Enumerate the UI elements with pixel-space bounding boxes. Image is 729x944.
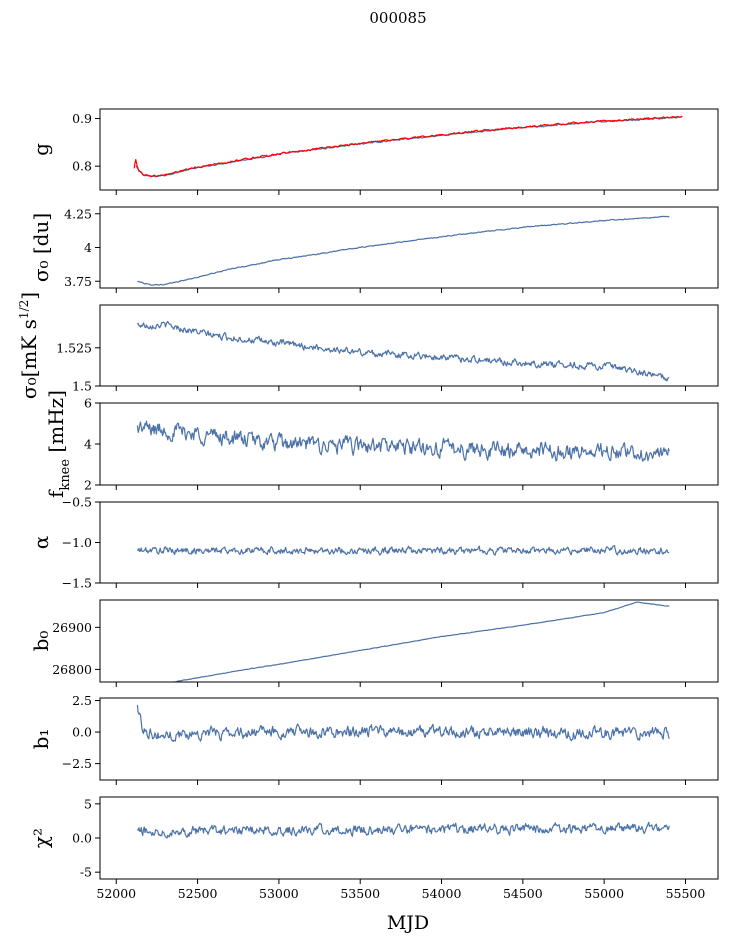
y-tick-label-sigma0-du: 4 [84, 240, 92, 255]
y-tick-label-fknee: 6 [84, 396, 92, 411]
x-tick-label: 55500 [666, 886, 706, 901]
y-tick-label-g: 0.8 [72, 159, 92, 174]
series-line-b1-0 [136, 704, 670, 743]
x-axis-label: MJD [387, 912, 429, 934]
y-axis-label-g: g [29, 143, 53, 156]
panel-alpha: −1.5 −1.0 −0.5 α [29, 495, 719, 591]
y-tick-label-g: 0.9 [72, 111, 92, 126]
y-axis-label-sigma0-du: σ₀ [du] [29, 213, 53, 282]
x-tick-label: 53500 [340, 886, 380, 901]
series-line-sigma0-du-0 [137, 215, 670, 286]
y-tick-label-alpha: −1.0 [62, 535, 92, 550]
series-line-sigma0-mk-0 [137, 320, 670, 382]
y-tick-label-sigma0-du: 4.25 [64, 206, 92, 221]
y-axis-label-b1: b₁ [29, 729, 53, 750]
panel-sigma0-du: 3.75 4 4.25 σ₀ [du] [29, 206, 719, 293]
panel-sigma0-mk: 1.5 1.525 σ₀[mK s1/2] [17, 292, 719, 399]
series-line-alpha-0 [136, 544, 670, 556]
panels: 0.8 0.9 g 3.75 4 4.25 σ₀ [du] 1.5 1.525 σ₀[mK s1/… [17, 108, 719, 901]
panel-g: 0.8 0.9 g [29, 108, 719, 195]
y-axis-label-sigma0-mk: σ₀[mK s1/2] [17, 292, 41, 399]
y-tick-label-b1: 2.5 [72, 693, 92, 708]
y-tick-label-b0: 26800 [52, 662, 92, 677]
y-tick-label-alpha: −1.5 [62, 576, 92, 591]
axes-frame-sigma0-mk [99, 304, 719, 387]
series-line-g-1 [133, 115, 683, 178]
x-tick-label: 52000 [96, 886, 136, 901]
y-axis-label-b0: b₀ [29, 631, 53, 652]
y-tick-label-chi2: 0.0 [72, 831, 92, 846]
axes-frame-chi2 [99, 796, 719, 880]
y-tick-label-sigma0-du: 3.75 [64, 274, 92, 289]
x-tick-label: 54000 [422, 886, 462, 901]
panel-fknee: 2 4 6 fknee [mHz] [44, 390, 719, 498]
y-tick-label-fknee: 2 [84, 478, 92, 493]
y-tick-label-chi2: 5 [84, 796, 92, 811]
y-axis-label-alpha: α [29, 536, 53, 550]
x-tick-label: 54500 [503, 886, 543, 901]
axes-frame-g [99, 108, 719, 191]
y-axis-label-chi2: χ² [29, 828, 53, 848]
series-line-g-0 [135, 115, 683, 178]
series-line-fknee-0 [136, 420, 670, 462]
panel-b1: −2.5 0.0 2.5 b₁ [29, 693, 719, 785]
figure-title: 000085 [369, 9, 426, 27]
x-tick-label: 52500 [178, 886, 218, 901]
y-tick-label-sigma0-mk: 1.525 [56, 340, 92, 355]
y-tick-label-b0: 26900 [52, 620, 92, 635]
y-tick-label-chi2: -5 [80, 865, 92, 880]
y-tick-label-b1: −2.5 [62, 756, 92, 771]
series-line-b0-0 [169, 601, 670, 682]
panel-chi2: 52000 52500 53000 53500 54000 54500 55000 55500… [29, 796, 719, 901]
y-axis-label-fknee: fknee [mHz] [44, 390, 73, 498]
axes-frame-b0 [99, 599, 719, 683]
y-tick-label-sigma0-mk: 1.5 [72, 379, 92, 394]
y-tick-label-b1: 0.0 [72, 725, 92, 740]
series-line-chi2-0 [136, 821, 670, 839]
x-tick-label: 55000 [584, 886, 624, 901]
x-tick-label: 53000 [259, 886, 299, 901]
y-tick-label-fknee: 4 [84, 437, 92, 452]
axes-frame-b1 [99, 697, 719, 781]
y-tick-label-alpha: −0.5 [62, 495, 92, 510]
axes-frame-alpha [99, 501, 719, 584]
